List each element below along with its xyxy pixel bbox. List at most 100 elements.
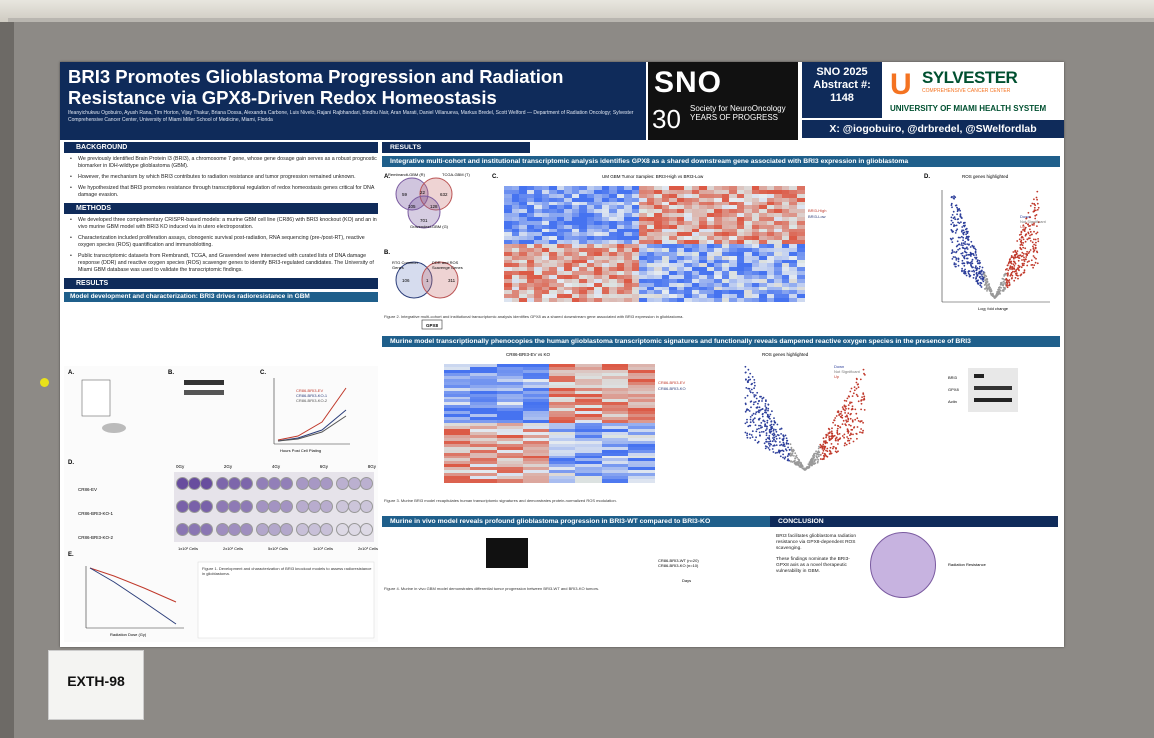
heatmap-cell <box>781 271 790 276</box>
heatmap-cell <box>564 189 572 195</box>
volcano-point <box>761 397 764 400</box>
volcano-point <box>974 248 977 251</box>
volcano-point <box>975 265 977 268</box>
heatmap-cell <box>744 186 752 191</box>
volcano-point <box>842 419 845 422</box>
volcano-point <box>1026 238 1029 241</box>
heatmap-cell <box>624 271 632 276</box>
heatmap-cell <box>549 240 557 245</box>
heatmap-cell <box>616 193 625 199</box>
heatmap-cell <box>627 476 655 480</box>
heatmap-cell <box>594 263 602 268</box>
heatmap-cell <box>781 247 790 253</box>
heatmap-cell <box>594 205 602 210</box>
heatmap-cell <box>549 423 576 427</box>
volcano-point <box>959 236 961 239</box>
heatmap-cell <box>699 294 707 299</box>
heatmap-cell <box>564 236 572 241</box>
heatmap-cell <box>627 446 655 451</box>
heatmap-cell <box>522 387 550 392</box>
volcano-point <box>971 258 974 261</box>
heatmap-cell <box>691 213 700 218</box>
volcano-point <box>818 445 820 448</box>
volcano-point <box>960 252 963 255</box>
heatmap-cell <box>556 186 565 191</box>
volcano-point <box>781 449 784 452</box>
sno-years-number: 30 <box>652 104 681 134</box>
volcano-point <box>962 262 965 265</box>
heatmap-cell <box>511 294 520 299</box>
volcano-point <box>1017 268 1020 271</box>
heatmap-cell <box>549 282 557 288</box>
volcano-point <box>836 429 839 432</box>
volcano-point <box>965 237 968 239</box>
heatmap-cell <box>676 240 685 245</box>
heatmap-cell <box>470 420 498 424</box>
heatmap-cell <box>504 232 512 237</box>
volcano-point <box>1005 284 1008 287</box>
volcano-point <box>770 420 773 423</box>
heatmap-cell <box>646 271 655 276</box>
volcano-point <box>789 455 792 457</box>
heatmap-cell <box>579 197 587 202</box>
volcano-point <box>762 396 765 399</box>
volcano-point <box>986 290 988 292</box>
volcano-point <box>1034 214 1037 217</box>
heatmap-cell <box>601 402 629 406</box>
heatmap-cell <box>496 473 524 477</box>
heatmap-cell <box>511 232 520 237</box>
heatmap-cell <box>684 298 692 303</box>
heatmap-cell <box>556 267 565 272</box>
volcano-point <box>1032 255 1035 257</box>
svg-text:E.: E. <box>68 552 74 558</box>
volcano-point <box>766 415 769 418</box>
volcano-point <box>1035 257 1037 260</box>
heatmap-cell <box>601 458 629 462</box>
heatmap-cell <box>714 294 722 299</box>
volcano-point <box>808 464 811 467</box>
heatmap-cell <box>691 236 700 241</box>
heatmap-cell <box>579 294 587 299</box>
volcano-point <box>832 447 834 450</box>
heatmap-cell <box>669 286 677 291</box>
heatmap-cell <box>601 364 629 368</box>
heatmap-cell <box>627 411 655 415</box>
heatmap-cell <box>579 189 587 195</box>
volcano-point <box>770 428 773 431</box>
volcano-point <box>961 269 963 272</box>
heatmap-cell <box>586 271 595 276</box>
heatmap-cell <box>444 367 471 371</box>
heatmap-cell <box>504 216 512 222</box>
volcano-point <box>816 456 818 458</box>
heatmap-cell <box>470 387 498 392</box>
heatmap-cell <box>781 193 790 199</box>
heatmap-cell <box>706 263 715 268</box>
heatmap-cell <box>534 282 542 288</box>
heatmap-cell <box>601 464 629 468</box>
volcano-point <box>950 202 953 205</box>
heatmap-cell <box>541 209 550 214</box>
heatmap-cell <box>601 470 629 474</box>
volcano-point <box>830 438 832 441</box>
heatmap-cell <box>751 209 760 214</box>
heatmap-cell <box>631 189 640 195</box>
heatmap-cell <box>601 232 610 237</box>
heatmap-cell <box>796 286 805 291</box>
heatmap-cell <box>627 431 655 436</box>
heatmap-cell <box>646 290 655 295</box>
volcano-point <box>784 448 787 451</box>
volcano-point <box>851 419 854 422</box>
heatmap-cell <box>601 446 629 451</box>
heatmap-cell <box>646 244 655 249</box>
heatmap-cell <box>639 205 647 210</box>
heatmap-cell <box>511 290 520 295</box>
heatmap-cell <box>609 197 617 202</box>
heatmap-cell <box>594 282 602 288</box>
volcano-point <box>985 286 988 289</box>
volcano-point <box>767 443 770 445</box>
volcano-point <box>746 394 749 397</box>
heatmap-cell <box>579 267 587 272</box>
heatmap-cell <box>684 267 692 272</box>
heatmap-cell <box>564 290 572 295</box>
volcano-point <box>746 432 749 435</box>
